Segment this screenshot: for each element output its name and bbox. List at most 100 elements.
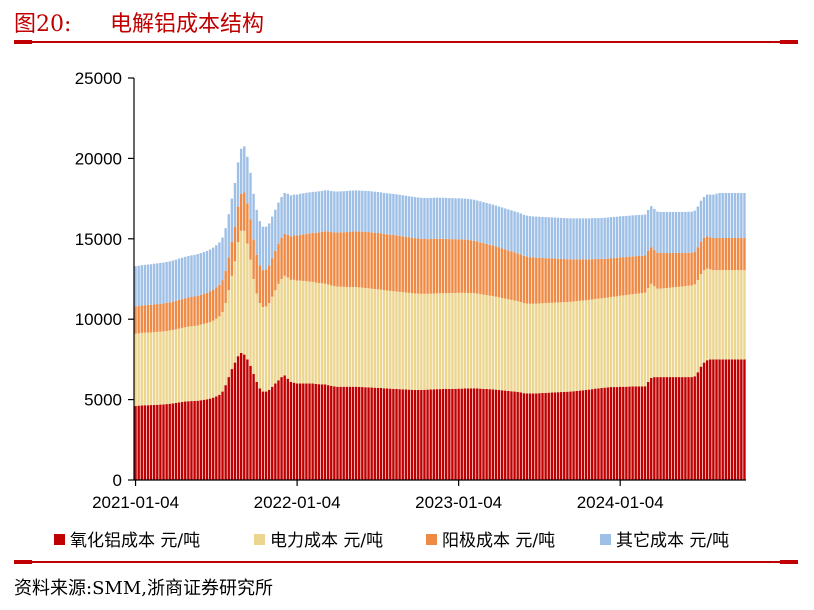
bar-segment-s2 [323, 231, 327, 284]
bar-segment-s3 [609, 217, 613, 259]
bar-segment-s2 [333, 232, 336, 287]
bar-segment-s0 [597, 388, 600, 480]
bar-segment-s1 [572, 301, 575, 392]
bar-segment-s3 [143, 264, 147, 306]
bar-segment-s0 [678, 377, 681, 480]
bar-segment-s0 [659, 377, 662, 480]
bar-segment-s1 [429, 293, 432, 390]
bar-segment-s0 [215, 396, 218, 480]
bar-segment-s0 [274, 383, 277, 480]
bar-segment-s2 [168, 302, 171, 331]
bar-segment-s2 [417, 238, 420, 294]
bar-segment-s0 [646, 381, 650, 480]
bar-segment-s2 [432, 238, 435, 294]
bar-segment-s0 [218, 394, 221, 480]
bar-segment-s3 [227, 214, 230, 258]
bar-segment-s2 [311, 232, 314, 282]
bar-segment-s2 [690, 252, 693, 286]
bar-segment-s0 [674, 377, 678, 480]
bar-segment-s0 [435, 389, 439, 480]
bar-segment-s0 [286, 378, 289, 480]
bar-segment-s3 [267, 223, 271, 266]
bar-segment-s3 [159, 262, 162, 304]
bar-segment-s0 [581, 390, 585, 480]
bar-segment-s1 [358, 287, 361, 387]
bar-segment-s1 [612, 296, 616, 388]
bar-segment-s0 [615, 387, 619, 480]
bar-segment-s3 [149, 264, 153, 305]
bar-segment-s2 [516, 253, 519, 302]
bar-segment-s2 [507, 250, 510, 300]
bar-segment-s0 [342, 386, 345, 480]
bar-segment-s1 [426, 293, 429, 390]
bar-segment-s3 [724, 192, 728, 238]
bar-segment-s0 [460, 388, 463, 480]
bar-segment-s1 [653, 286, 656, 378]
bar-segment-s1 [563, 302, 566, 392]
bar-segment-s0 [699, 366, 703, 480]
bar-segment-s2 [535, 257, 538, 304]
bar-segment-s2 [525, 256, 529, 304]
bar-segment-s3 [280, 196, 283, 238]
bar-segment-s0 [637, 386, 641, 480]
bar-segment-s1 [364, 288, 367, 388]
bar-segment-s0 [513, 391, 516, 480]
bar-segment-s3 [547, 217, 550, 259]
bar-segment-s2 [715, 238, 718, 271]
bar-segment-s1 [715, 270, 718, 360]
bar-segment-s2 [233, 226, 237, 262]
bar-segment-s3 [190, 255, 193, 298]
bar-segment-s2 [615, 257, 619, 297]
bar-segment-s0 [239, 352, 243, 480]
bar-segment-s2 [491, 245, 495, 297]
bar-segment-s3 [553, 217, 557, 259]
bar-segment-s3 [538, 216, 541, 258]
bar-segment-s0 [522, 393, 526, 480]
bar-segment-s0 [168, 403, 171, 480]
bar-segment-s3 [572, 218, 575, 260]
bar-segment-s3 [221, 237, 224, 281]
bar-segment-s2 [261, 270, 265, 308]
bar-segment-s1 [516, 301, 519, 392]
bar-segment-s3 [721, 192, 724, 238]
bar-segment-s3 [469, 199, 473, 241]
bar-segment-s0 [255, 381, 258, 480]
bar-segment-s3 [205, 250, 209, 293]
bar-segment-s1 [317, 283, 321, 385]
bar-segment-s0 [395, 388, 398, 480]
bar-segment-s3 [715, 193, 718, 238]
bar-segment-s1 [709, 269, 712, 360]
bar-segment-s3 [165, 261, 168, 303]
bar-segment-s3 [525, 215, 529, 257]
bar-segment-s1 [385, 290, 389, 389]
bar-segment-s0 [202, 399, 206, 480]
bar-segment-s0 [441, 388, 445, 480]
bar-segment-s3 [417, 197, 420, 239]
x-tick-label: 2024-01-04 [577, 493, 664, 512]
bar-segment-s3 [193, 254, 196, 297]
bar-segment-s3 [140, 265, 143, 306]
legend-label-s1: 电力成本 元/吨 [270, 531, 383, 551]
bar-segment-s1 [553, 302, 557, 393]
bar-segment-s2 [308, 233, 311, 282]
bar-segment-s3 [600, 217, 603, 259]
footer-rule-cap-right [780, 560, 798, 564]
bar-segment-s1 [373, 288, 376, 388]
bar-segment-s3 [445, 197, 448, 239]
bar-segment-s2 [531, 257, 535, 304]
bar-segment-s1 [556, 302, 560, 393]
bar-segment-s1 [202, 323, 206, 400]
bar-segment-s1 [423, 293, 426, 390]
bar-segment-s2 [143, 305, 147, 333]
legend-swatch-s1 [254, 534, 265, 545]
bar-segment-s3 [494, 205, 498, 247]
bar-segment-s0 [156, 404, 159, 480]
bar-segment-s2 [563, 259, 566, 303]
bar-segment-s2 [718, 238, 721, 271]
bar-segment-s1 [581, 300, 585, 391]
x-tick-label: 2022-01-04 [254, 493, 341, 512]
bar-segment-s3 [208, 249, 212, 292]
bar-segment-s1 [420, 293, 423, 390]
bar-segment-s2 [662, 252, 665, 289]
bar-segment-s0 [171, 403, 175, 480]
